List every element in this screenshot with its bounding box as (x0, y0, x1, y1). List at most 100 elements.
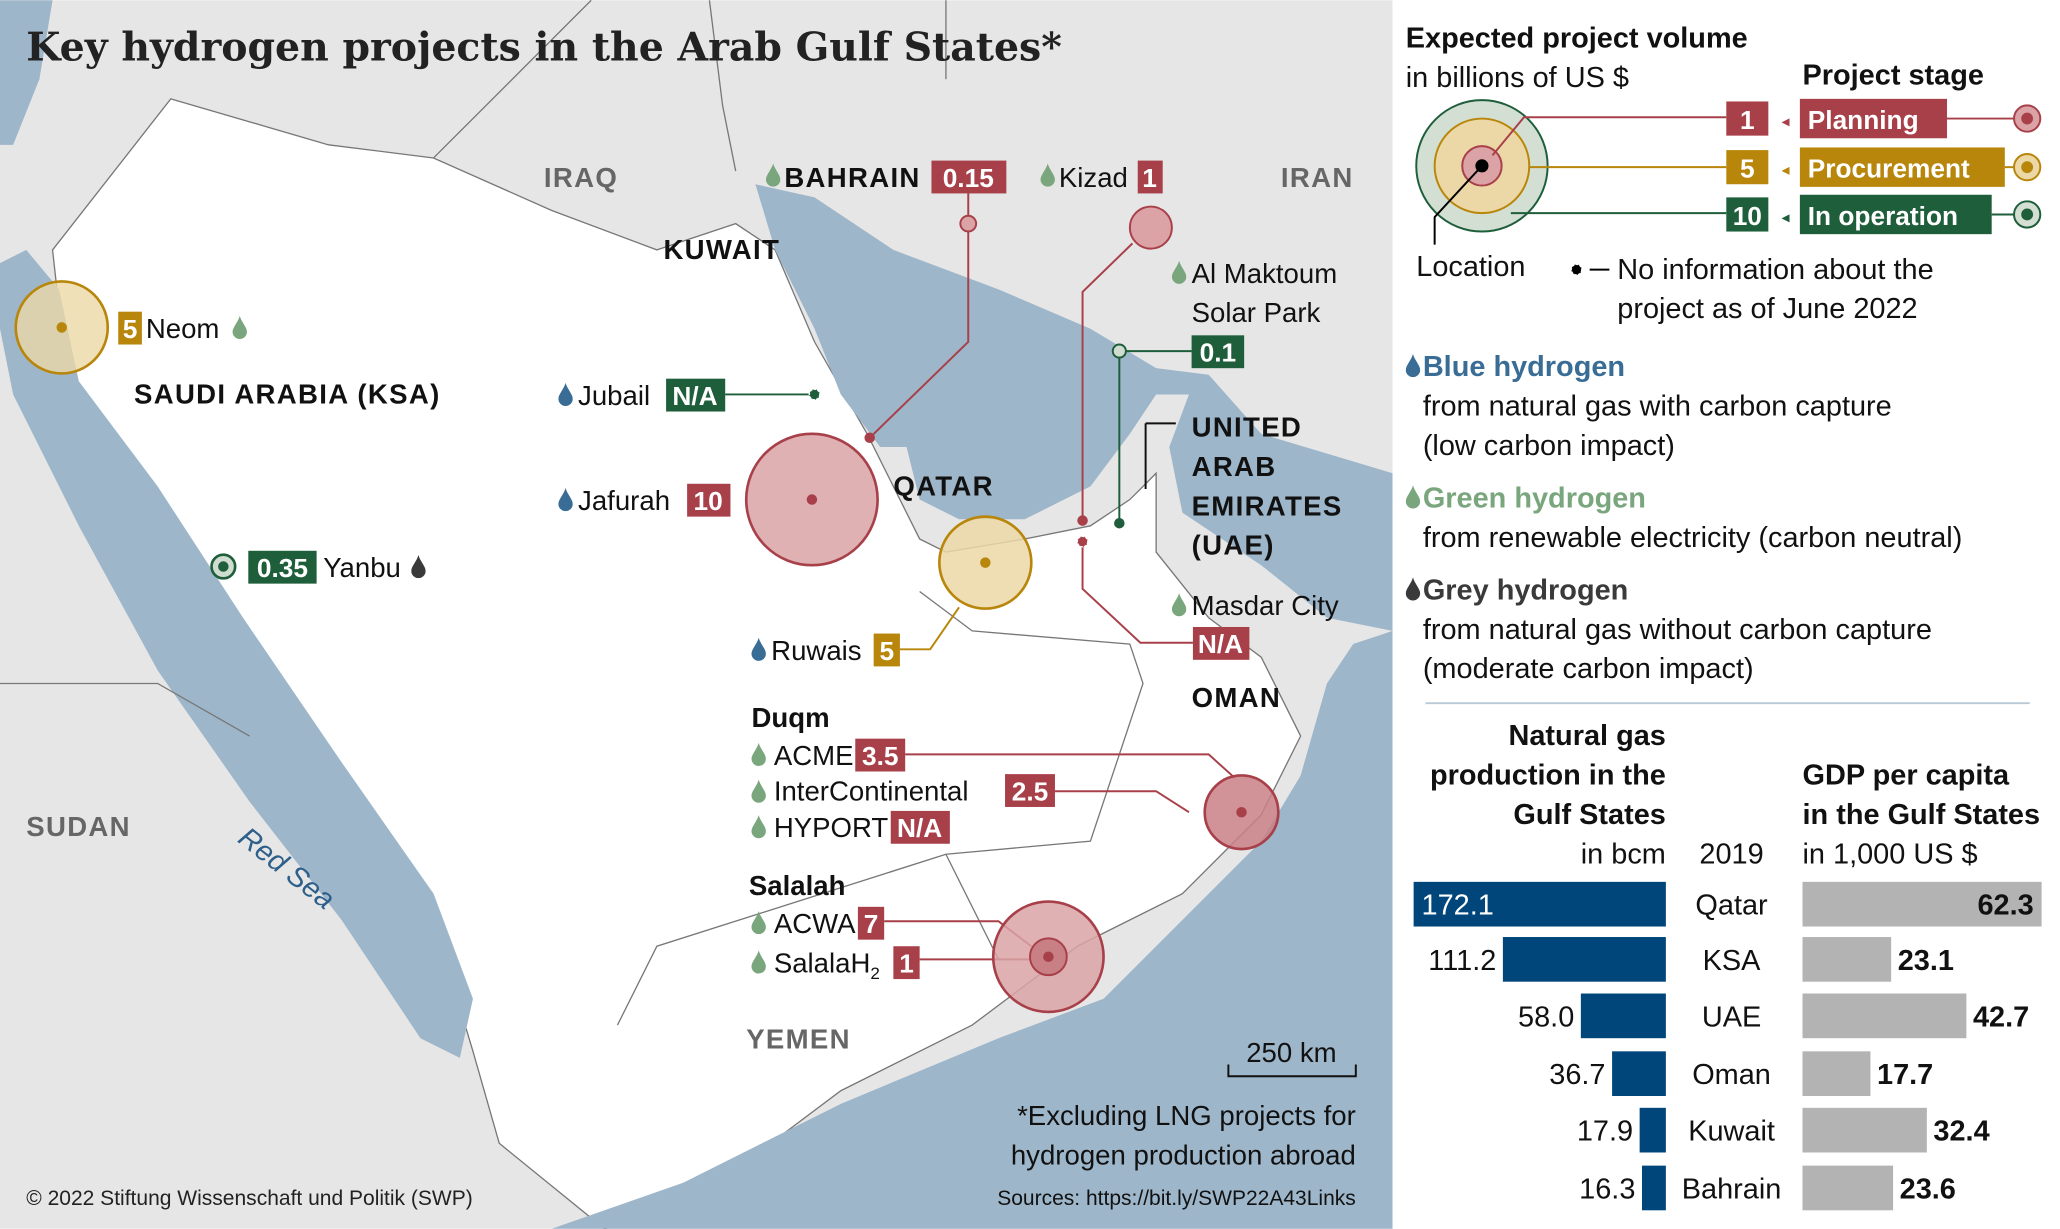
value-salalah-h2: 1 (899, 949, 914, 979)
name-hyport: HYPORT (774, 812, 889, 843)
volume-title: Expected project volume (1406, 23, 1748, 55)
gas-title-3: Gulf States (1513, 799, 1666, 831)
gdp-title-1: GDP per capita (1803, 760, 2011, 792)
name-acwa: ACWA (774, 908, 856, 939)
value: N/A (1198, 629, 1243, 659)
name: Masdar City (1192, 590, 1339, 621)
gas-bar-qatar (1413, 881, 1666, 927)
qatar-ruwais-circle[interactable] (938, 515, 1033, 610)
country-label: UAE (1702, 1001, 1761, 1033)
gdp-value-label: 32.4 (1933, 1116, 1989, 1148)
group-label: Duqm (751, 702, 829, 733)
copyright: © 2022 Stiftung Wissenschaft und Politik… (26, 1187, 472, 1210)
map: Key hydrogen projects in the Arab Gulf S… (0, 0, 1393, 1229)
blue-hydrogen-title: Blue hydrogen (1423, 351, 1625, 383)
jafurah-circle[interactable] (744, 432, 879, 567)
arabian-sea (551, 630, 1393, 1229)
project-group-salalah[interactable]: Salalah ACWA 7 SalalaH2 1 (749, 870, 920, 983)
charts: Natural gas production in the Gulf State… (1413, 720, 2042, 1211)
neom-circle[interactable] (14, 280, 110, 375)
stage-planning: Planning (1808, 105, 1919, 135)
project-ruwais[interactable]: Ruwais 5 (751, 633, 900, 667)
jubail-no-info-icon (808, 388, 821, 401)
borders (0, 0, 1144, 1026)
salalah-circle[interactable] (991, 900, 1105, 1014)
arrow-icon: ◂ (1781, 162, 1789, 179)
grey-hydrogen-desc-2: (moderate carbon impact) (1423, 653, 1754, 685)
name: Jubail (578, 380, 650, 411)
yanbu-circle[interactable] (210, 553, 237, 580)
label-iran: IRAN (1281, 162, 1354, 193)
kizad-circle[interactable] (1077, 205, 1173, 526)
green-hydrogen-title: Green hydrogen (1423, 482, 1646, 514)
name-acme: ACME (774, 740, 854, 771)
value: 0.15 (943, 163, 994, 193)
project-neom[interactable]: 5 Neom (118, 311, 247, 345)
bahrain-circle[interactable] (864, 214, 978, 444)
name: Jafurah (578, 485, 670, 516)
legend-volume-10: 10 (1733, 201, 1762, 231)
label-uae-4: (UAE) (1192, 530, 1275, 561)
name-intercontinental: InterContinental (774, 775, 969, 806)
name: Yanbu (323, 552, 401, 583)
gas-bar-ksa (1502, 937, 1666, 982)
no-info-icon (1570, 263, 1583, 276)
gdp-bar-qatar (1802, 881, 2042, 927)
stage-operation: In operation (1808, 201, 1958, 231)
duqm-circle[interactable] (1203, 774, 1280, 851)
blue-hydrogen-desc-1: from natural gas with carbon capture (1423, 390, 1892, 422)
project-yanbu[interactable]: 0.35 Yanbu (248, 550, 426, 584)
grey-hydrogen-desc-1: from natural gas without carbon capture (1423, 614, 1932, 646)
value: 0.35 (257, 553, 308, 583)
value-intercontinental: 2.5 (1012, 776, 1049, 806)
stage-planning-badge (1799, 98, 1948, 139)
gdp-value-label: 23.6 (1900, 1173, 1956, 1205)
name: Neom (146, 313, 220, 344)
project-kizad[interactable]: Kizad 1 (1040, 160, 1163, 194)
group-label: Salalah (749, 870, 846, 901)
project-bahrain[interactable]: BAHRAIN 0.15 (765, 160, 1007, 194)
project-masdar-city[interactable]: Masdar City N/A (1171, 590, 1339, 660)
gas-bar-uae (1580, 993, 1666, 1039)
label-yemen: YEMEN (746, 1024, 851, 1055)
gas-unit: in bcm (1581, 838, 1666, 870)
label-kuwait: KUWAIT (663, 234, 780, 265)
value: 1 (1142, 163, 1157, 193)
sources-link[interactable]: Sources: https://bit.ly/SWP22A43Links (997, 1187, 1356, 1210)
red-sea (0, 249, 473, 1058)
mediterranean-sea (0, 0, 53, 145)
map-title: Key hydrogen projects in the Arab Gulf S… (26, 25, 1062, 71)
project-jafurah[interactable]: Jafurah 10 (558, 483, 731, 517)
country-label: Qatar (1695, 890, 1768, 922)
project-jubail[interactable]: Jubail N/A (558, 378, 726, 412)
blue-hydrogen-desc-2: (low carbon impact) (1423, 430, 1675, 462)
gas-title-2: production in the (1430, 760, 1666, 792)
stage-title: Project stage (1803, 59, 1984, 91)
label-ksa: SAUDI ARABIA (KSA) (134, 379, 441, 410)
stage-procurement: Procurement (1808, 154, 1970, 184)
grey-hydrogen-title: Grey hydrogen (1423, 574, 1629, 606)
value: 10 (694, 486, 723, 516)
gdp-title-2: in the Gulf States (1803, 799, 2041, 831)
label-oman: OMAN (1192, 682, 1282, 713)
saudi-arabia-territory (51, 98, 1302, 1229)
maktoum-circle[interactable] (1111, 343, 1127, 529)
no-info-line-1: No information about the (1617, 254, 1933, 286)
value: 5 (123, 314, 138, 344)
gdp-value-label: 62.3 (1977, 890, 2033, 922)
arrow-icon: ◂ (1781, 113, 1789, 130)
value: 0.1 (1200, 338, 1237, 368)
location-label: Location (1416, 251, 1525, 283)
gdp-value-label: 23.1 (1898, 945, 1954, 977)
legend: Expected project volume in billions of U… (1406, 23, 2042, 705)
project-al-maktoum[interactable]: Al Maktoum Solar Park 0.1 (1171, 258, 1337, 369)
label-uae-1: UNITED (1192, 411, 1303, 442)
footnote-line-2: hydrogen production abroad (1011, 1139, 1356, 1170)
gas-value-label: 16.3 (1579, 1173, 1635, 1205)
project-group-duqm[interactable]: Duqm ACME 3.5 InterContinental 2.5 HYPOR… (751, 702, 1055, 844)
label-qatar: QATAR (893, 471, 994, 502)
gdp-bar-uae (1802, 993, 1967, 1039)
scale-label: 250 km (1246, 1037, 1336, 1068)
gdp-bar-bahrain (1802, 1165, 1894, 1211)
